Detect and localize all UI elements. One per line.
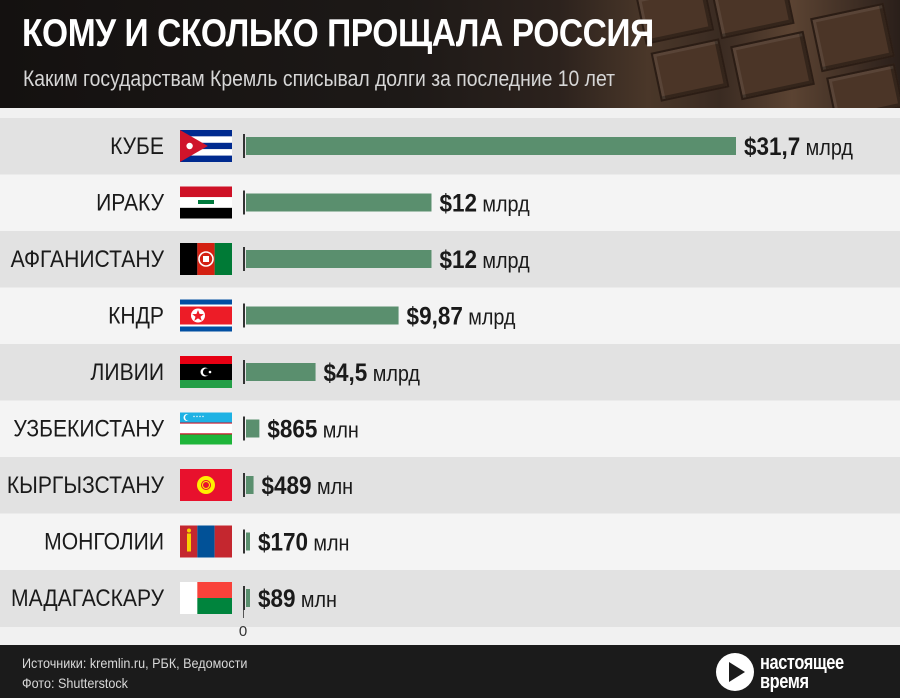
row-background [0,287,900,345]
category-label: ЛИВИИ [91,359,164,386]
mongolia-flag-icon [180,525,232,558]
value-label: $489 млн [262,472,353,500]
value-unit: млрд [482,249,529,273]
value-label: $31,7 млрд [744,133,853,161]
category-label: КУБЕ [110,133,164,160]
bar [246,306,399,325]
bar-baseline [243,190,245,215]
value-amount: $865 [267,415,317,443]
row-background [0,174,900,232]
kyrgyzstan-flag-icon [180,469,232,501]
category-label: УЗБЕКИСТАНУ [13,415,164,442]
bar [246,589,250,607]
axis-zero-label: 0 [239,623,247,640]
afghanistan-flag-icon [180,243,232,275]
bar [246,363,316,381]
value-unit: млн [323,419,359,443]
logo-line1: настоящее [760,652,844,674]
value-amount: $9,87 [407,302,463,330]
category-label: АФГАНИСТАНУ [11,246,165,273]
value-amount: $489 [262,472,312,500]
row-background [0,231,900,288]
bar [246,476,254,494]
bar-baseline [243,247,245,271]
bar-baseline [243,529,245,554]
value-unit: млн [313,532,349,556]
bar-baseline [243,134,245,158]
value-unit: млрд [806,136,853,160]
category-label: КЫРГЫЗСТАНУ [7,472,165,499]
north-korea-flag-icon [180,299,232,332]
value-amount: $170 [258,528,308,556]
value-unit: млн [301,588,337,612]
header-banner: КОМУ И СКОЛЬКО ПРОЩАЛА РОССИЯ Каким госу… [0,0,900,108]
bar-baseline [243,473,245,497]
value-label: $12 млрд [439,189,529,217]
bar-baseline [243,360,245,384]
value-amount: $12 [439,246,477,274]
value-amount: $31,7 [744,133,800,161]
value-unit: млн [317,475,353,499]
row-background [0,513,900,571]
category-label: МОНГОЛИИ [44,528,164,555]
bar-baseline [243,416,245,441]
brand-logo: настоящее время [716,653,886,693]
row-background [0,344,900,401]
value-label: $89 млн [258,585,337,613]
play-logo-icon [716,653,754,691]
axis-tick [243,610,244,618]
libya-flag-icon [180,356,232,388]
row-background [0,570,900,627]
bar [246,532,250,551]
uzbekistan-flag-icon [180,412,232,445]
sources-text: Источники: kremlin.ru, РБК, Ведомости [22,655,248,671]
bar [246,419,260,438]
cuba-flag-icon [180,130,232,162]
category-label: ИРАКУ [96,189,164,216]
row-background [0,400,900,458]
bar [246,193,432,212]
value-unit: млрд [373,362,420,386]
value-amount: $89 [258,585,296,613]
value-label: $12 млрд [439,246,529,274]
photo-credit: Фото: Shutterstock [22,675,128,691]
logo-line2: время [760,671,809,693]
value-label: $9,87 млрд [407,302,516,330]
bar-baseline [243,303,245,328]
value-label: $865 млн [267,415,358,443]
page-subtitle: Каким государствам Кремль списывал долги… [23,66,615,91]
value-amount: $12 [439,189,477,217]
value-unit: млрд [482,193,529,217]
value-label: $4,5 млрд [324,359,420,387]
category-label: КНДР [108,302,164,329]
category-label: МАДАГАСКАРУ [11,585,165,612]
value-label: $170 млн [258,528,349,556]
bar [246,137,736,155]
madagascar-flag-icon [180,582,232,614]
value-unit: млрд [468,306,515,330]
bar-baseline [243,586,245,610]
iraq-flag-icon [180,186,232,219]
bar [246,250,432,268]
value-amount: $4,5 [324,359,368,387]
page-title: КОМУ И СКОЛЬКО ПРОЩАЛА РОССИЯ [22,12,654,55]
row-background [0,457,900,514]
